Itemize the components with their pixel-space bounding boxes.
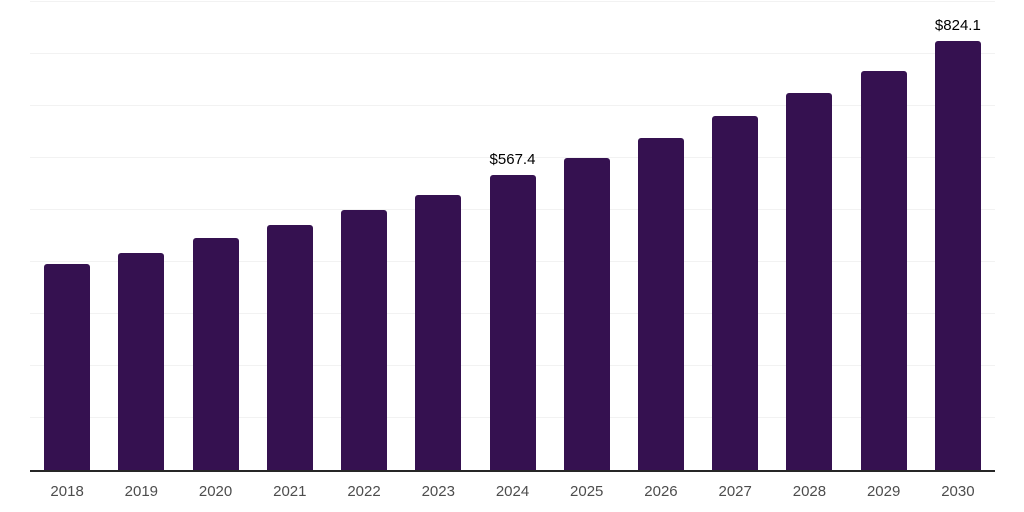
bar-2027 (712, 116, 759, 470)
data-label-2024: $567.4 (489, 150, 536, 168)
gridline (30, 1, 995, 2)
bar-2018 (44, 264, 91, 470)
gridline (30, 53, 995, 54)
bar-2029 (860, 70, 907, 470)
bar-2030 (934, 41, 981, 470)
bar-2023 (415, 194, 462, 470)
bar-2021 (266, 224, 313, 470)
x-tick-2019: 2019 (124, 483, 159, 500)
x-tick-2026: 2026 (644, 483, 678, 500)
bar-2026 (637, 138, 684, 470)
x-tick-2028: 2028 (792, 483, 827, 500)
x-tick-2030: 2030 (941, 483, 975, 500)
gridline (30, 105, 995, 106)
x-tick-2029: 2029 (866, 483, 901, 500)
x-tick-2018: 2018 (50, 483, 84, 500)
x-tick-2025: 2025 (570, 483, 604, 500)
bar-2020 (192, 238, 239, 470)
x-tick-2021: 2021 (273, 483, 307, 500)
plot-area: $567.4 $824.1 (30, 0, 995, 472)
data-label-2030: $824.1 (934, 17, 981, 35)
bar-2024 (489, 174, 536, 470)
bar-2019 (118, 253, 165, 470)
x-tick-2023: 2023 (421, 483, 455, 500)
bar-2022 (341, 209, 388, 470)
x-tick-2022: 2022 (347, 483, 381, 500)
bar-2028 (786, 93, 833, 470)
x-tick-2024: 2024 (495, 483, 530, 500)
x-axis-labels: 2018 2019 2020 2021 2022 2023 2024 2025 2026 2027… (30, 480, 995, 504)
gridline (30, 157, 995, 158)
x-tick-2027: 2027 (718, 483, 752, 500)
bar-2025 (563, 157, 610, 470)
x-tick-2020: 2020 (198, 483, 233, 500)
